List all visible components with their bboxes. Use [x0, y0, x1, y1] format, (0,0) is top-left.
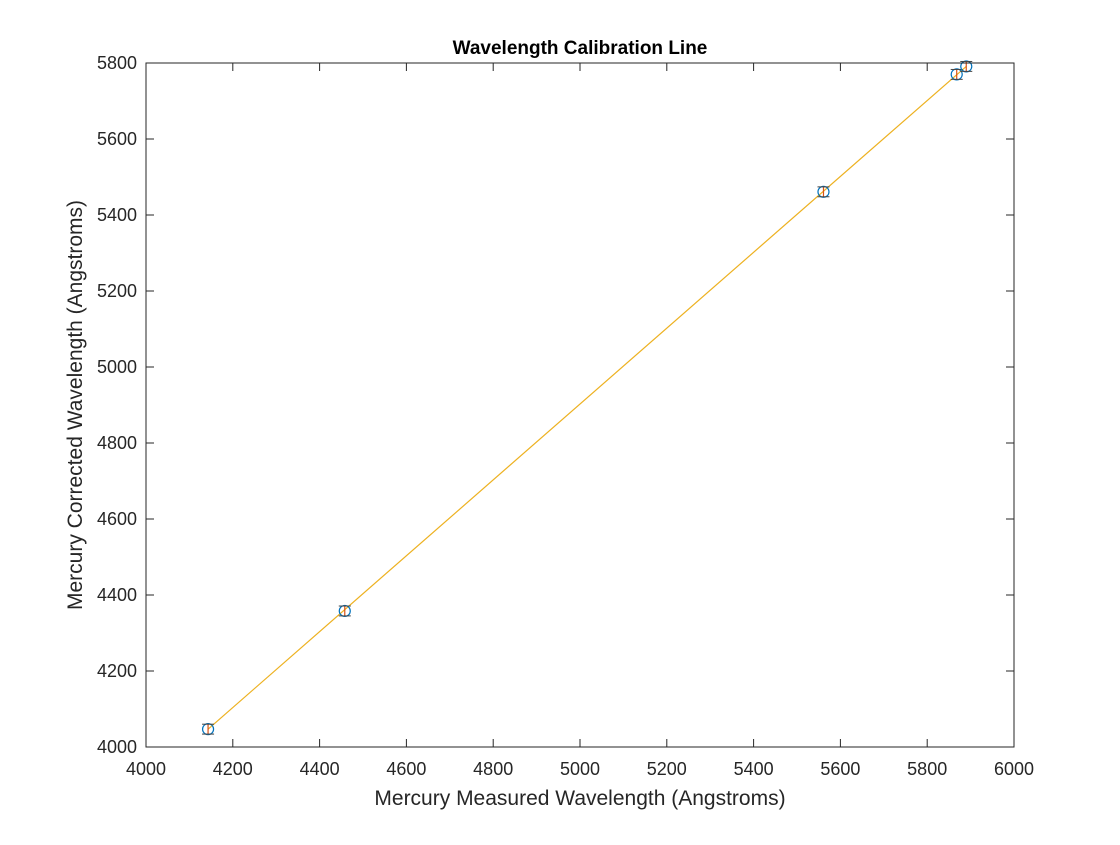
y-tick-label: 4600 — [97, 509, 137, 529]
y-tick-label: 4400 — [97, 585, 137, 605]
x-tick-label: 5000 — [560, 759, 600, 779]
x-tick-label: 5800 — [907, 759, 947, 779]
data-point — [817, 185, 830, 198]
y-axis-ticks: 4000 4200 4400 4600 4800 5000 5200 5400 5600 5800 — [97, 53, 1014, 757]
y-tick-label: 5000 — [97, 357, 137, 377]
data-point-marker — [950, 68, 963, 81]
y-tick-label: 4000 — [97, 737, 137, 757]
data-point — [960, 60, 973, 73]
data-point-marker — [338, 604, 351, 618]
data-marks — [201, 60, 973, 736]
y-tick-label: 5200 — [97, 281, 137, 301]
data-point-marker — [960, 60, 973, 73]
data-point — [338, 604, 351, 618]
x-tick-label: 6000 — [994, 759, 1034, 779]
x-tick-label: 4600 — [386, 759, 426, 779]
x-tick-label: 5600 — [820, 759, 860, 779]
y-tick-label: 5600 — [97, 129, 137, 149]
x-tick-label: 4000 — [126, 759, 166, 779]
data-point-marker — [817, 185, 830, 198]
data-point — [950, 68, 963, 81]
x-axis-label: Mercury Measured Wavelength (Angstroms) — [374, 787, 785, 810]
y-tick-label: 4800 — [97, 433, 137, 453]
x-tick-label: 5200 — [647, 759, 687, 779]
y-tick-label: 5400 — [97, 205, 137, 225]
x-tick-label: 4200 — [213, 759, 253, 779]
plot-area — [146, 63, 1014, 747]
y-axis-label: Mercury Corrected Wavelength (Angstroms) — [64, 200, 87, 610]
chart-title: Wavelength Calibration Line — [453, 38, 708, 59]
x-tick-label: 5400 — [734, 759, 774, 779]
y-tick-label: 4200 — [97, 661, 137, 681]
fit-line — [207, 65, 967, 730]
x-tick-label: 4400 — [300, 759, 340, 779]
y-tick-label: 5800 — [97, 53, 137, 73]
x-axis-ticks: 4000 4200 4400 4600 4800 5000 5200 5400 5600 5800… — [126, 63, 1034, 779]
x-tick-label: 4800 — [473, 759, 513, 779]
data-point-marker — [201, 723, 215, 736]
data-point — [201, 723, 215, 736]
